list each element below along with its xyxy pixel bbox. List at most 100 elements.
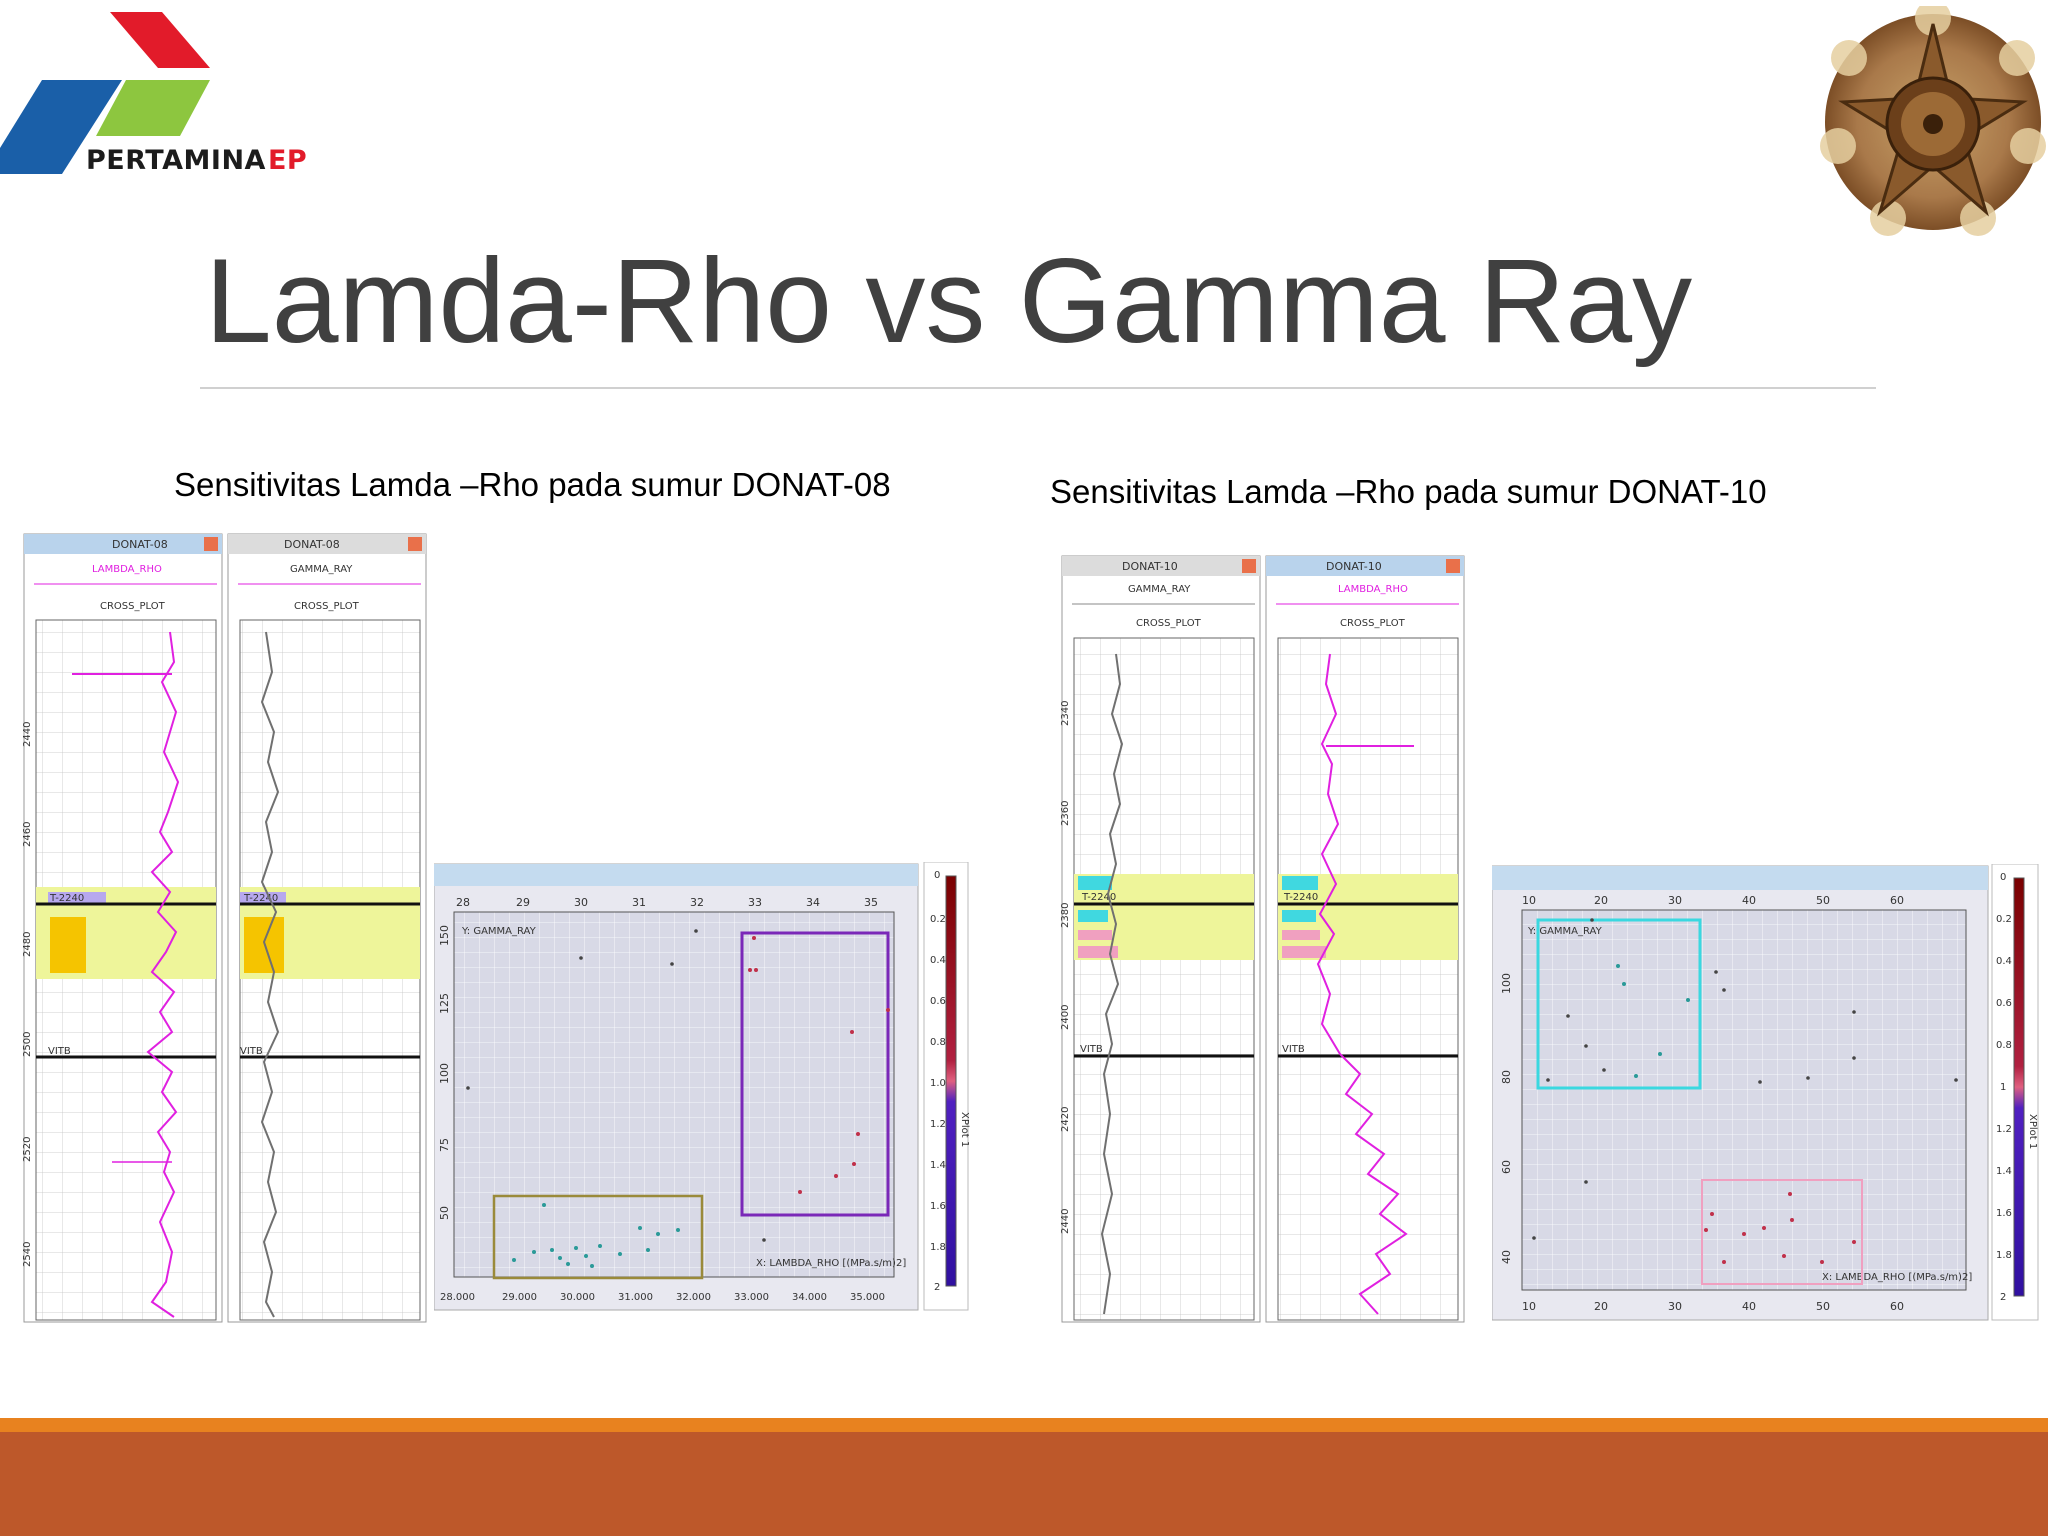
tick-label: 20 [1594,1300,1608,1313]
tick-label: 29 [516,896,530,909]
track-gamma-ray-donat10: DONAT-10 GAMMA_RAY CROSS_PLOT T-2240 VIT… [1061,555,1261,1323]
track-curve-name: LAMBDA_RHO [92,564,162,575]
colorbar-tick: 0.4 [930,955,946,966]
close-icon[interactable] [204,537,218,551]
tick-label: 32.000 [676,1292,711,1303]
tick-label: 28.000 [440,1292,475,1303]
tick-label: 30 [574,896,588,909]
x-top-ticks: 28 29 30 31 32 33 34 35 [456,896,878,909]
x-top-ticks: 10 20 30 40 50 60 [1522,894,1904,907]
track-header-well: DONAT-08 [112,538,168,551]
y-ticks: 100 80 60 40 [1500,973,1513,1264]
university-seal-icon [1820,6,2046,236]
colorbar-tick: 1.2 [1996,1124,2012,1135]
depth-label: 2380 [1060,903,1071,928]
depth-label: 2440 [1060,1209,1071,1234]
depth-label: 2460 [22,822,33,847]
pertamina-ep-logo [0,12,210,174]
depth-label: 2400 [1060,1005,1071,1030]
colorbar-tick: 0 [2000,872,2006,883]
tick-label: 20 [1594,894,1608,907]
track-lambda-rho-donat10: DONAT-10 LAMBDA_RHO CROSS_PLOT T-2240 VI… [1265,555,1465,1323]
x-axis-label: X: LAMBDA_RHO [(MPa.s/m)2] [1822,1272,1972,1283]
tick-label: 50 [1816,1300,1830,1313]
colorbar: 0 0.2 0.4 0.6 0.8 1 1.2 1.4 1.6 1.8 2 XP… [1991,864,2039,1321]
tick-label: 75 [438,1138,451,1152]
y-axis-label: Y: GAMMA_RAY [461,926,537,937]
colorbar-tick: 1.4 [930,1160,946,1171]
tick-label: 50 [1816,894,1830,907]
tick-label: 60 [1890,1300,1904,1313]
depth-label: 2360 [1060,801,1071,826]
colorbar-tick: 0 [934,870,940,881]
marker-top-label: T-2240 [1283,892,1318,903]
caption-left: Sensitivitas Lamda –Rho pada sumur DONAT… [174,466,891,503]
selection-box-pink [1701,1179,1863,1285]
colorbar-tick: 0.2 [1996,914,2012,925]
close-icon[interactable] [1242,559,1256,573]
marker-base-label: VITB [1080,1044,1103,1055]
depth-label: 2340 [1060,701,1071,726]
track-gamma-ray-donat08: DONAT-08 GAMMA_RAY CROSS_PLOT T-2240 VIT… [227,533,427,1323]
marker-top-label: T-2240 [49,893,84,904]
donat08-crossplot: 28 29 30 31 32 33 34 35 28.000 29.000 30… [434,862,970,1311]
tick-label: 100 [1500,973,1513,994]
tick-label: 40 [1742,1300,1756,1313]
colorbar-tick: 0.2 [930,914,946,925]
tick-label: 150 [438,925,451,946]
colorbar-tick: 0.6 [930,996,946,1007]
marker-base-label: VITB [48,1046,71,1057]
tick-label: 30 [1668,894,1682,907]
brand-wordmark: PERTAMINAEP [86,145,308,176]
colorbar-tick: 2 [934,1282,940,1293]
tick-label: 33 [748,896,762,909]
selection-box-cyan [1536,918,1702,1090]
tick-label: 31 [632,896,646,909]
scatter-points-gray [466,929,766,1242]
tick-label: 35.000 [850,1292,885,1303]
footer-band-rust [0,1432,2048,1536]
track-plot-name: CROSS_PLOT [100,601,166,612]
close-icon[interactable] [408,537,422,551]
track-curve-name: LAMBDA_RHO [1338,584,1408,595]
depth-labels: 2440 2460 2480 2500 2520 2540 [22,722,33,1267]
close-icon[interactable] [1446,559,1460,573]
caption-right: Sensitivitas Lamda –Rho pada sumur DONAT… [1050,473,1767,510]
depth-label: 2440 [22,722,33,747]
tick-label: 60 [1500,1160,1513,1174]
footer-band-orange [0,1418,2048,1432]
scatter-points-red [748,936,890,1194]
track-header-well: DONAT-10 [1122,560,1178,573]
track-header-well: DONAT-08 [284,538,340,551]
depth-label: 2540 [22,1242,33,1267]
tick-label: 80 [1500,1070,1513,1084]
track-lambda-rho-donat08: DONAT-08 LAMBDA_RHO CROSS_PLOT T-2240 VI… [23,533,223,1323]
colorbar: 0 0.2 0.4 0.6 0.8 1.0 1.2 1.4 1.6 1.8 2 … [923,862,970,1311]
marker-base-label: VITB [1282,1044,1305,1055]
colorbar-tick: 0.8 [930,1037,946,1048]
track-plot-name: CROSS_PLOT [1136,618,1202,629]
colorbar-tick: 1.6 [930,1201,946,1212]
tick-label: 50 [438,1206,451,1220]
tick-label: 10 [1522,894,1536,907]
colorbar-label: XPlot 1 [959,1112,970,1147]
colorbar-tick: 1.0 [930,1078,946,1089]
colorbar-tick: 0.4 [1996,956,2012,967]
tick-label: 40 [1500,1250,1513,1264]
colorbar-label: XPlot 1 [2027,1114,2038,1149]
tick-label: 30.000 [560,1292,595,1303]
tick-label: 31.000 [618,1292,653,1303]
slide-title: Lamda-Rho vs Gamma Ray [205,234,1693,368]
tick-label: 30 [1668,1300,1682,1313]
depth-label: 2520 [22,1137,33,1162]
tick-label: 35 [864,896,878,909]
colorbar-tick: 1.8 [1996,1250,2012,1261]
scatter-points-teal [512,1203,680,1268]
scatter-points-teal [1616,964,1690,1078]
x-bottom-ticks: 28.000 29.000 30.000 31.000 32.000 33.00… [440,1292,885,1303]
colorbar-tick: 1.6 [1996,1208,2012,1219]
y-ticks: 150 125 100 75 50 [438,925,451,1220]
colorbar-tick: 2 [2000,1292,2006,1303]
tick-label: 60 [1890,894,1904,907]
selection-box-olive [492,1194,704,1280]
